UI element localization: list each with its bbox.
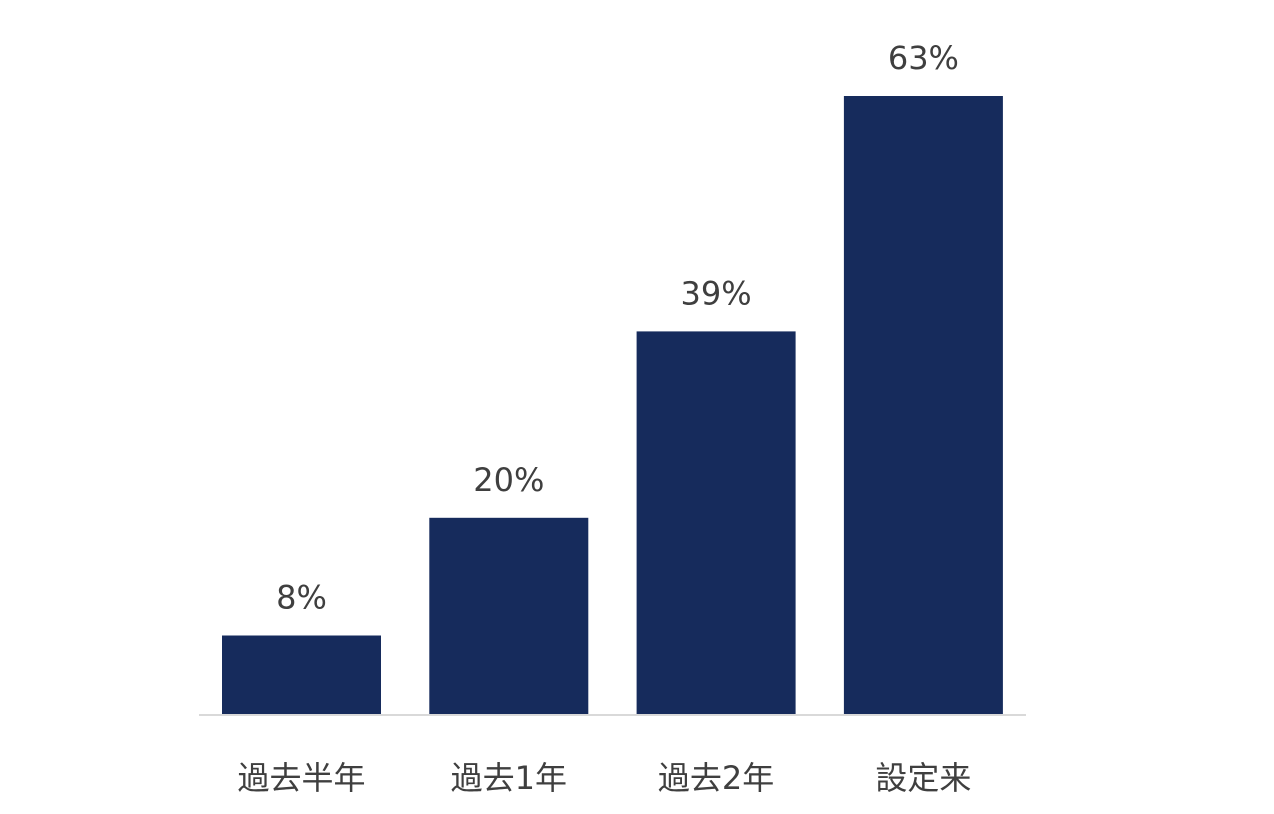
- category-label-0: 過去半年: [237, 759, 365, 797]
- category-label-1: 過去1年: [451, 759, 567, 797]
- category-labels-group: 過去半年 過去1年 過去2年 設定来: [237, 759, 971, 797]
- bars-group: [222, 96, 1003, 714]
- value-label-0: 8%: [276, 579, 327, 617]
- category-label-2: 過去2年: [658, 759, 774, 797]
- value-labels-group: 8% 20% 39% 63%: [276, 39, 959, 617]
- category-label-3: 設定来: [875, 759, 971, 797]
- bar-3: [843, 96, 1003, 714]
- bar-2: [636, 331, 796, 714]
- value-label-3: 63%: [888, 39, 959, 77]
- bar-1: [429, 517, 589, 714]
- value-label-2: 39%: [681, 274, 752, 312]
- value-label-1: 20%: [473, 461, 544, 499]
- bar-0: [222, 635, 381, 714]
